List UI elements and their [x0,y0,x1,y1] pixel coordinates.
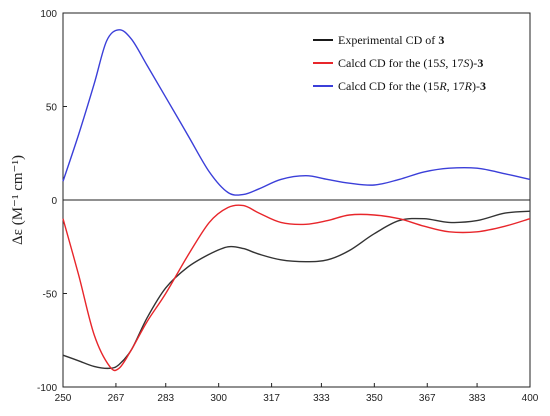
y-axis-label: Δε (M⁻¹ cm⁻¹) [10,155,26,245]
legend: Experimental CD of 3 Calcd CD for the (15… [313,33,486,93]
x-tick-label: 283 [157,393,174,404]
calcd-15r17r-line [62,29,531,196]
calcd-15s17s-line [62,204,531,372]
x-tick-label: 333 [313,393,330,404]
experimental-cd-line [62,210,531,370]
y-tick-label: -100 [37,383,57,394]
series-lines [62,29,531,372]
y-tick-label: 50 [46,103,58,114]
y-tick-label: 100 [40,9,57,20]
legend-calcd-15r17r-label: Calcd CD for the (15R, 17R)-3 [338,79,486,93]
x-tick-label: 267 [108,393,125,404]
y-tick-label: -50 [43,290,58,301]
axis-ticks: 250 267 283 300 317 333 350 367 383 400 100 50 0 -50 -… [37,9,539,404]
x-tick-label: 367 [419,393,436,404]
x-tick-label: 383 [469,393,486,404]
y-tick-label: 0 [51,196,57,207]
x-tick-label: 350 [366,393,383,404]
x-tick-label: 300 [210,393,227,404]
x-tick-label: 400 [522,393,539,404]
x-tick-label: 250 [55,393,72,404]
legend-experimental-label: Experimental CD of 3 [338,33,444,47]
legend-calcd-15s17s-label: Calcd CD for the (15S, 17S)-3 [338,56,483,70]
x-tick-label: 317 [263,393,280,404]
